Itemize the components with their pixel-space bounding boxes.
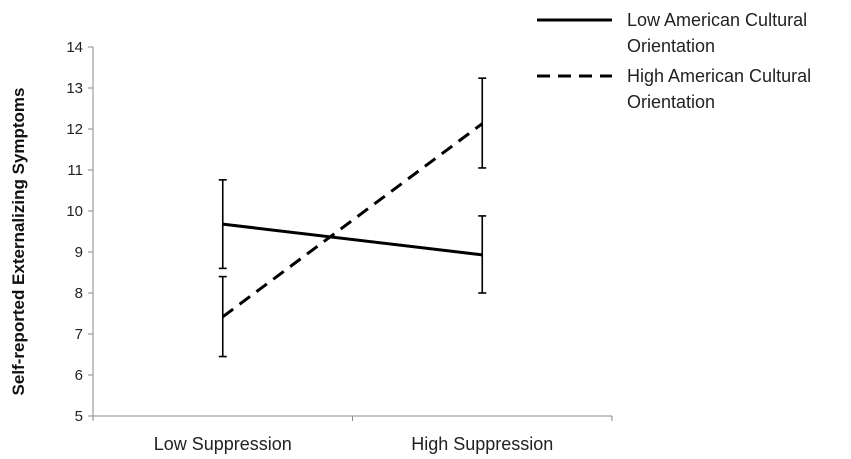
y-tick-label: 12 <box>66 121 83 138</box>
legend-label: Low American Cultural <box>627 10 807 30</box>
error-bar <box>478 77 487 169</box>
y-tick-label: 5 <box>75 408 83 425</box>
y-tick-label: 13 <box>66 80 83 97</box>
x-axis-labels: Low Suppression High Suppression <box>92 416 613 454</box>
y-tick-label: 7 <box>75 326 83 343</box>
y-tick-label: 9 <box>75 244 83 261</box>
series-line-high-american <box>221 122 484 318</box>
y-tick-label: 6 <box>75 367 83 384</box>
y-tick-label: 14 <box>66 39 83 56</box>
legend-label: High American Cultural <box>627 66 811 86</box>
y-tick-label: 8 <box>75 285 83 302</box>
y-axis-title: Self-reported Externalizing Symptoms <box>9 88 28 396</box>
series-line-low-american <box>222 222 483 257</box>
x-category-label: High Suppression <box>411 434 553 454</box>
error-bars <box>218 77 487 358</box>
chart-axes <box>92 47 612 417</box>
y-axis-ticks: 5 6 7 8 9 10 11 12 13 14 <box>66 39 93 425</box>
x-category-label: Low Suppression <box>154 434 292 454</box>
y-tick-label: 11 <box>67 162 83 179</box>
series-lines <box>221 122 484 318</box>
legend: Low American Cultural Orientation High Ame… <box>537 10 811 112</box>
legend-label: Orientation <box>627 92 715 112</box>
legend-label: Orientation <box>627 36 715 56</box>
y-tick-label: 10 <box>66 203 83 220</box>
